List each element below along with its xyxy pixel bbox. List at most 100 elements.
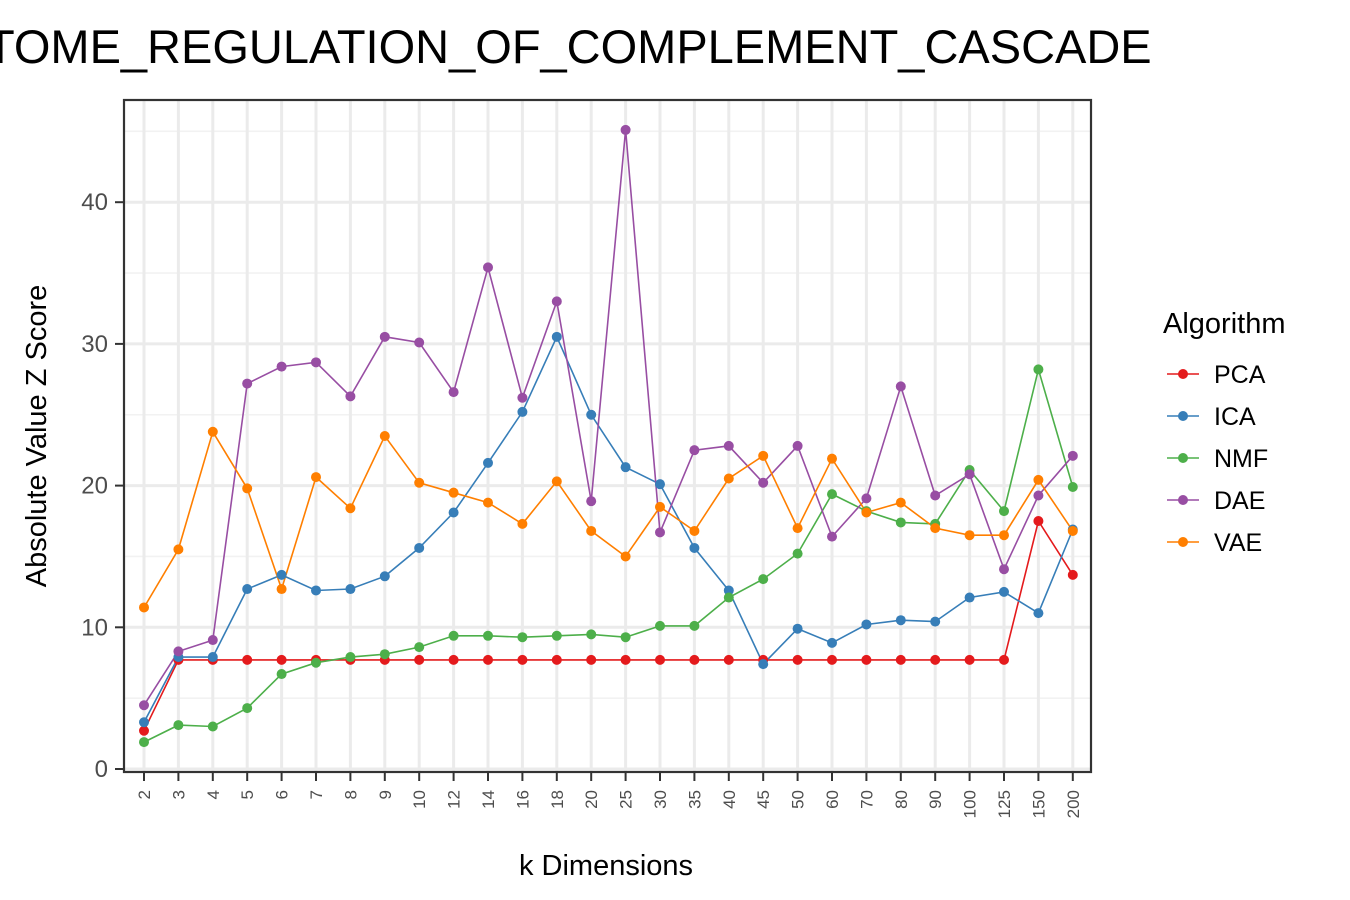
data-point-ica <box>895 615 906 626</box>
legend-title: Algorithm <box>1163 308 1286 340</box>
x-tick-label: 100 <box>961 790 980 818</box>
data-point-vae <box>827 453 837 464</box>
x-tick-label: 20 <box>582 790 601 809</box>
data-point-vae <box>620 551 631 562</box>
data-point-pca <box>895 654 906 665</box>
data-point-nmf <box>414 642 425 653</box>
data-point-nmf <box>1033 364 1044 375</box>
x-tick-label: 70 <box>857 790 876 809</box>
data-point-vae <box>792 523 803 534</box>
data-point-dae <box>999 564 1009 575</box>
legend-point-dae <box>1178 495 1188 505</box>
data-point-pca <box>827 654 837 665</box>
legend: Algorithm PCA ICA NMF DAE VAE <box>1163 308 1286 557</box>
data-point-vae <box>311 472 321 483</box>
data-point-nmf <box>655 620 665 631</box>
x-tick-label: 80 <box>892 790 911 809</box>
data-point-dae <box>758 477 769 488</box>
series-line-ica <box>143 334 1074 723</box>
x-tick-label: 2 <box>135 790 154 799</box>
data-point-ica <box>276 569 287 580</box>
data-point-nmf <box>448 630 459 641</box>
legend-label-ica: ICA <box>1214 403 1256 431</box>
data-point-pca <box>242 654 253 665</box>
data-point-dae <box>448 387 459 398</box>
data-point-pca <box>517 654 528 665</box>
legend-label-nmf: NMF <box>1214 445 1268 473</box>
data-point-nmf <box>827 489 837 500</box>
data-point-dae <box>207 635 218 646</box>
data-point-dae <box>689 445 700 456</box>
data-point-ica <box>207 652 218 663</box>
data-point-nmf <box>173 720 184 731</box>
data-point-pca <box>448 654 459 665</box>
data-point-vae <box>242 483 253 494</box>
chart-title: TOME_REGULATION_OF_COMPLEMENT_CASCADE <box>0 20 1152 73</box>
data-point-vae <box>964 530 975 541</box>
x-tick-label: 3 <box>169 790 188 799</box>
data-point-nmf <box>139 737 149 748</box>
data-point-ica <box>689 542 700 553</box>
series-points <box>139 124 1078 748</box>
data-point-nmf <box>345 652 356 663</box>
data-point-ica <box>517 406 528 417</box>
y-tick-label: 30 <box>81 331 108 358</box>
x-tick-label: 50 <box>789 790 808 809</box>
data-point-pca <box>655 654 665 665</box>
data-point-vae <box>379 431 390 442</box>
x-tick-label: 200 <box>1064 790 1083 818</box>
data-point-vae <box>723 473 734 484</box>
data-point-ica <box>448 507 459 518</box>
data-point-dae <box>551 296 562 307</box>
data-point-ica <box>655 479 665 490</box>
y-tick-label: 0 <box>95 756 108 783</box>
data-point-dae <box>827 531 837 542</box>
x-tick-label: 35 <box>685 790 704 809</box>
data-point-vae <box>276 584 287 595</box>
data-point-dae <box>311 357 321 368</box>
data-point-pca <box>139 725 149 736</box>
data-point-dae <box>414 337 425 348</box>
data-point-nmf <box>379 649 390 660</box>
data-point-nmf <box>689 620 700 631</box>
data-point-ica <box>551 331 562 342</box>
data-point-vae <box>1033 474 1044 485</box>
data-point-dae <box>139 700 149 711</box>
data-point-pca <box>483 654 493 665</box>
data-point-ica <box>242 584 253 595</box>
series-line-vae <box>143 429 1074 608</box>
data-point-vae <box>414 477 425 488</box>
data-point-vae <box>173 544 184 555</box>
data-point-vae <box>517 518 528 529</box>
x-tick-label: 25 <box>617 790 636 809</box>
legend-point-pca <box>1178 369 1188 379</box>
legend-label-dae: DAE <box>1214 487 1265 515</box>
x-axis-title: k Dimensions <box>519 850 693 882</box>
data-point-ica <box>139 717 149 728</box>
data-point-dae <box>173 646 184 657</box>
y-tick-label: 20 <box>81 473 108 500</box>
data-point-ica <box>311 585 321 596</box>
data-point-dae <box>345 391 356 402</box>
x-tick-label: 6 <box>273 790 292 799</box>
data-point-pca <box>723 654 734 665</box>
x-tick-label: 14 <box>479 790 498 809</box>
grid <box>124 100 1091 772</box>
data-point-nmf <box>551 630 562 641</box>
legend-point-nmf <box>1178 453 1188 463</box>
x-tick-label: 125 <box>995 790 1014 818</box>
data-point-ica <box>930 616 941 627</box>
data-point-vae <box>1067 525 1078 536</box>
x-tick-label: 5 <box>238 790 257 799</box>
data-point-vae <box>448 487 459 498</box>
x-tick-label: 90 <box>926 790 945 809</box>
series-line-nmf <box>143 366 1074 743</box>
x-tick-label: 4 <box>204 790 223 799</box>
data-point-pca <box>276 654 287 665</box>
data-point-nmf <box>517 632 528 643</box>
y-axis: 0 10 20 30 40 <box>81 189 124 783</box>
data-point-dae <box>483 262 493 273</box>
data-point-pca <box>551 654 562 665</box>
x-tick-label: 8 <box>341 790 360 799</box>
data-point-dae <box>242 378 253 389</box>
